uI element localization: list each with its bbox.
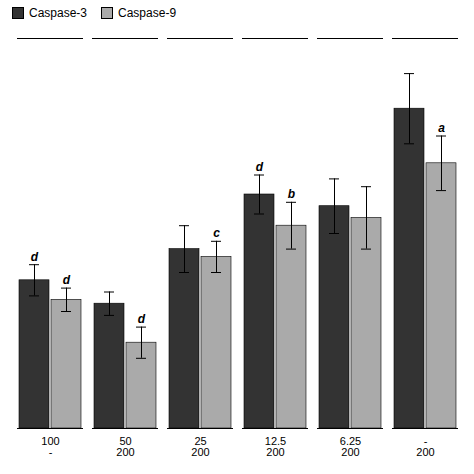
svg-text:50200: 50200	[116, 435, 134, 458]
svg-text:c: c	[213, 226, 220, 240]
svg-text:d: d	[138, 312, 146, 326]
html-text:Caspase-3: Caspase-3	[29, 6, 87, 20]
svg-text:6.25200: 6.25200	[340, 435, 361, 458]
svg-text:d: d	[256, 160, 264, 174]
svg-text:100-: 100-	[41, 435, 59, 458]
svg-text:25200: 25200	[191, 435, 209, 458]
svg-text:-200: -200	[416, 435, 434, 458]
svg-text:b: b	[288, 187, 295, 201]
html-text:Caspase-9: Caspase-9	[118, 6, 177, 20]
svg-text:d: d	[31, 250, 39, 264]
svg-text:12.5200: 12.5200	[265, 435, 286, 458]
svg-text:a: a	[438, 121, 445, 135]
svg-text:d: d	[63, 273, 71, 287]
